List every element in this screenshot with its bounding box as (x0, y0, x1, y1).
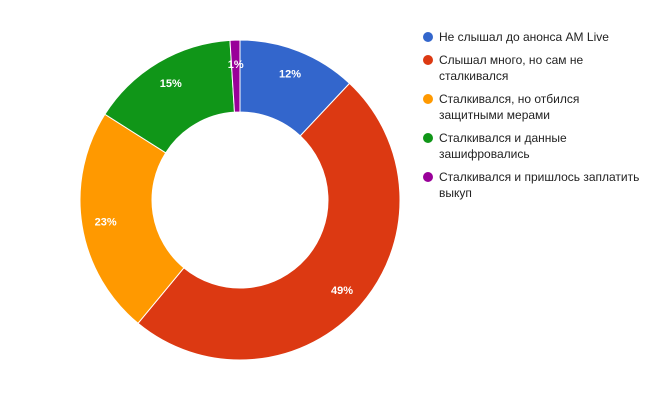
donut-slice (79, 113, 185, 324)
chart-legend: Не слышал до анонса AM Live Слышал много,… (423, 29, 645, 208)
legend-item: Сталкивался, но отбился защитными мерами (423, 91, 645, 123)
slice-percent-label: 12% (279, 69, 301, 81)
legend-item: Не слышал до анонса AM Live (423, 29, 645, 45)
legend-label: Сталкивался и пришлось заплатить выкуп (439, 170, 640, 200)
legend-swatch (423, 172, 433, 182)
slice-percent-label: 49% (331, 285, 353, 297)
legend-item: Слышал много, но сам не сталкивался (423, 52, 645, 84)
donut-slice-labels: 12% 49% 23% 15% 1% (95, 59, 354, 297)
legend-swatch (423, 32, 433, 42)
legend-item: Сталкивался и данные зашифровались (423, 130, 645, 162)
legend-label: Слышал много, но сам не сталкивался (439, 53, 584, 83)
donut-slices (79, 39, 401, 361)
legend-item: Сталкивался и пришлось заплатить выкуп (423, 169, 645, 201)
legend-swatch (423, 133, 433, 143)
legend-label: Не слышал до анонса AM Live (439, 30, 609, 44)
legend-swatch (423, 55, 433, 65)
slice-percent-label: 15% (160, 78, 182, 90)
legend-label: Сталкивался и данные зашифровались (439, 131, 567, 161)
slice-percent-label: 1% (228, 59, 244, 71)
legend-swatch (423, 94, 433, 104)
donut-slice (229, 39, 241, 113)
donut-slice (137, 82, 401, 361)
slice-percent-label: 23% (95, 216, 117, 228)
legend-label: Сталкивался, но отбился защитными мерами (439, 92, 580, 122)
